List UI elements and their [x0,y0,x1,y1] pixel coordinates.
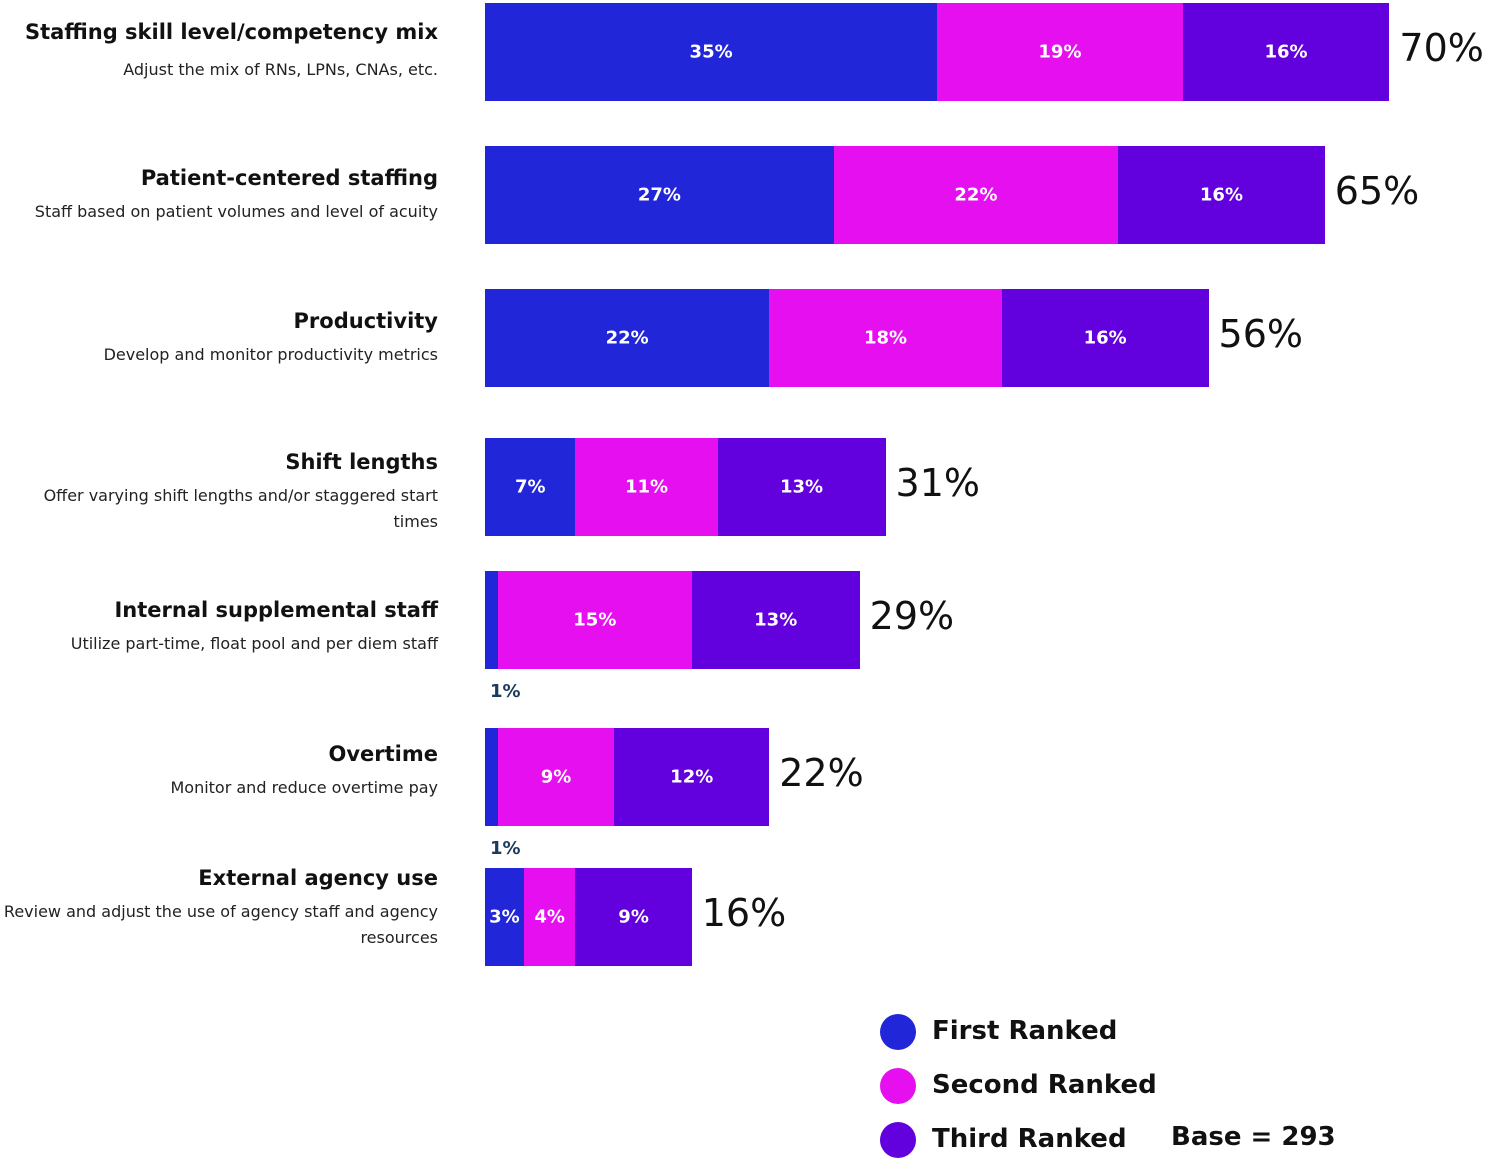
bar-value-label: 16% [1264,41,1308,63]
bar-value-label: 35% [689,41,733,63]
category-description: Adjust the mix of RNs, LPNs, CNAs, etc. [123,60,438,79]
bar-segment [575,868,692,966]
category-title: External agency use [198,866,438,890]
bar-value-label: 9% [540,766,572,788]
bar-segment [485,146,834,244]
category-title: Patient-centered staffing [140,166,438,190]
bar-total-label: 70% [1399,26,1484,70]
bar-total-label: 16% [701,891,787,935]
bar-segment [497,728,615,826]
category-description: Review and adjust the use of agency staf… [3,902,438,947]
category-description: Utilize part-time, float pool and per di… [70,634,438,653]
bar-value-label: 11% [624,476,669,498]
category-description: Staff based on patient volumes and level… [34,202,438,221]
bar-segment [485,868,524,966]
bar-segment [833,146,1119,244]
category-description: Monitor and reduce overtime pay [170,778,438,797]
bar-total-label: 56% [1218,312,1303,356]
bar-value-label: 4% [534,906,565,928]
bar-segment [1182,3,1390,101]
bar-value-label: 16% [1199,184,1243,206]
bar-segment [497,571,692,669]
bar-value-label: 22% [605,327,649,349]
bar-value-label: 1% [490,838,521,859]
bar-value-label: 13% [754,609,798,631]
bar-value-label: 18% [863,327,908,349]
legend-label-second-ranked: Second Ranked [932,1070,1157,1100]
bar-segment [1118,146,1325,244]
bar-total-label: 29% [869,594,955,638]
bar-segment [691,571,860,669]
category-title: Internal supplemental staff [114,598,438,622]
bar-value-label: 12% [670,766,714,788]
bar-segment [485,438,576,536]
bar-value-label: 16% [1083,327,1127,349]
bar-value-label: 13% [779,476,824,498]
bar-value-label: 9% [618,906,649,928]
bar-segment [614,728,770,826]
legend-swatch-third-ranked [880,1122,916,1158]
bar-segment [769,289,1002,387]
bar-value-label: 1% [490,681,521,702]
category-title: Productivity [293,309,438,333]
category-description: Offer varying shift lengths and/or stagg… [43,486,438,531]
bar-value-label: 22% [954,184,998,206]
bar-total-label: 22% [779,751,864,795]
bar-segment [485,728,498,826]
bar-value-label: 19% [1038,41,1082,63]
category-description: Develop and monitor productivity metrics [103,345,438,364]
bar-segment [523,868,576,966]
bar-total-label: 65% [1334,169,1420,213]
bar-value-label: 7% [514,476,546,498]
bar-value-label: 15% [573,609,617,631]
bar-total-label: 31% [895,461,980,505]
legend-swatch-second-ranked [880,1068,916,1104]
legend-swatch-first-ranked [880,1014,916,1050]
category-title: Staffing skill level/competency mix [25,20,438,44]
bar-segment [485,289,770,387]
bar-segment [937,3,1183,101]
legend-label-third-ranked: Third Ranked [932,1124,1127,1154]
base-note: Base = 293 [1171,1122,1336,1152]
category-title: Overtime [328,742,438,766]
bar-segment [575,438,718,536]
bar-segment [1001,289,1209,387]
bar-value-label: 3% [489,906,520,928]
bar-segment [485,571,498,669]
bar-segment [485,3,938,101]
category-title: Shift lengths [285,450,438,474]
legend-label-first-ranked: First Ranked [932,1016,1118,1046]
bar-value-label: 27% [637,184,681,206]
bar-segment [717,438,886,536]
